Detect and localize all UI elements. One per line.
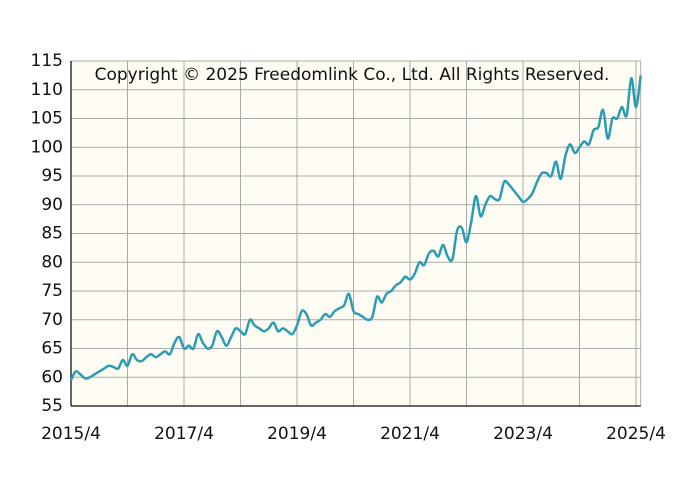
y-tick-label: 55 (41, 396, 63, 416)
y-tick-label: 95 (41, 166, 63, 186)
x-tick-label: 2019/4 (267, 424, 327, 444)
series-line (69, 75, 642, 381)
y-tick-label: 115 (31, 51, 63, 71)
x-tick-label: 2021/4 (380, 424, 440, 444)
x-tick-label: 2025/4 (606, 424, 666, 444)
y-tick-label: 80 (41, 252, 63, 272)
y-tick-label: 110 (31, 80, 63, 100)
y-tick-label: 60 (41, 367, 63, 387)
x-tick-label: 2015/4 (41, 424, 101, 444)
x-tick-label: 2023/4 (493, 424, 553, 444)
y-tick-label: 75 (41, 281, 63, 301)
y-tick-label: 65 (41, 339, 63, 359)
y-tick-label: 85 (41, 224, 63, 244)
x-tick-label: 2017/4 (154, 424, 214, 444)
copyright: Copyright © 2025 Freedomlink Co., Ltd. A… (95, 65, 610, 85)
y-tick-label: 90 (41, 195, 63, 215)
y-tick-label: 100 (31, 137, 63, 157)
y-tick-label: 105 (31, 109, 63, 129)
y-tick-label: 70 (41, 310, 63, 330)
